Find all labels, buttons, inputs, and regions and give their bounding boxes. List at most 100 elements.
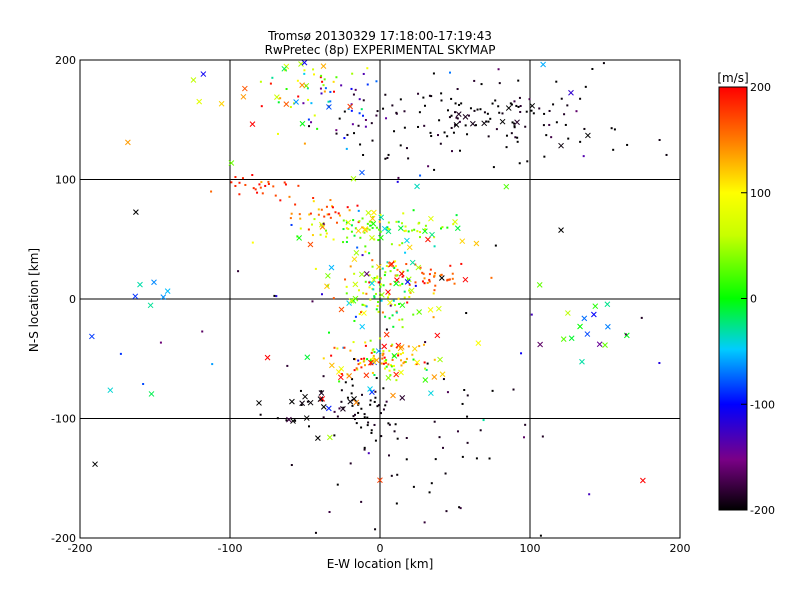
data-point-dot — [388, 317, 391, 320]
data-point-dot — [428, 94, 431, 97]
data-point-dot — [365, 292, 368, 295]
data-point-dot — [372, 348, 375, 351]
data-point-cross — [286, 416, 292, 423]
data-point-dot — [520, 352, 523, 355]
data-point-dot — [344, 278, 347, 281]
data-point-dot — [386, 226, 389, 229]
data-point-dot — [319, 76, 322, 79]
data-point-dot — [422, 343, 425, 346]
data-point-cross — [283, 101, 290, 107]
data-point-dot — [273, 294, 276, 297]
data-point-dot — [364, 364, 367, 367]
data-point-dot — [373, 295, 376, 298]
data-point-dot — [375, 226, 378, 229]
data-point-cross — [296, 235, 303, 241]
data-point-dot — [403, 361, 406, 364]
data-point-dot — [404, 225, 407, 228]
data-point-cross — [200, 71, 207, 77]
data-point-dot — [439, 142, 442, 145]
data-point-dot — [329, 100, 332, 103]
y-axis-label: N-S location [km] — [27, 248, 41, 352]
data-point-dot — [626, 143, 629, 146]
data-point-dot — [272, 185, 275, 188]
data-point-dot — [369, 360, 372, 363]
data-point-dot — [320, 92, 323, 95]
data-point-dot — [338, 380, 341, 383]
data-point-dot — [497, 105, 500, 108]
data-point-cross — [358, 271, 365, 278]
data-point-dot — [330, 354, 333, 357]
data-point-dot — [352, 415, 355, 418]
data-point-dot — [351, 384, 354, 387]
data-point-dot — [384, 315, 387, 318]
data-point-dot — [385, 365, 388, 368]
data-point-dot — [299, 217, 302, 220]
data-point-dot — [523, 436, 526, 439]
data-point-dot — [351, 72, 354, 75]
data-point-dot — [492, 166, 495, 169]
data-point-dot — [290, 212, 293, 215]
data-point-dot — [376, 300, 379, 303]
data-point-dot — [389, 283, 392, 286]
data-point-dot — [426, 281, 429, 284]
data-point-dot — [412, 485, 415, 488]
data-point-dot — [588, 493, 591, 496]
data-point-dot — [288, 195, 291, 198]
data-point-dot — [419, 174, 422, 177]
data-point-dot — [395, 379, 398, 382]
data-point-dot — [323, 90, 326, 93]
data-point-dot — [512, 388, 515, 391]
data-point-dot — [358, 98, 361, 101]
data-point-dot — [404, 229, 407, 232]
data-point-cross — [387, 261, 394, 268]
data-point-dot — [351, 404, 354, 407]
data-point-dot — [354, 358, 357, 361]
data-point-dot — [357, 289, 360, 292]
data-point-dot — [378, 220, 381, 223]
data-point-dot — [385, 265, 388, 268]
data-point-cross — [436, 305, 442, 312]
data-point-dot — [466, 394, 469, 397]
data-point-dot — [385, 117, 388, 120]
data-point-dot — [345, 292, 348, 295]
data-point-dot — [548, 123, 551, 126]
data-point-dot — [399, 353, 402, 356]
data-point-dot — [289, 217, 292, 220]
data-point-cross — [381, 343, 388, 350]
data-point-dot — [567, 137, 570, 140]
data-point-cross — [404, 237, 410, 244]
data-point-dot — [382, 350, 385, 353]
data-point-dot — [361, 226, 364, 229]
data-point-dot — [427, 165, 430, 168]
data-point-cross — [133, 209, 139, 215]
colorbar-tick-label: 200 — [750, 81, 771, 94]
data-point-dot — [325, 235, 328, 238]
data-point-cross — [352, 281, 359, 288]
data-point-dot — [320, 74, 323, 77]
data-point-dot — [519, 105, 522, 108]
data-point-dot — [396, 437, 399, 440]
data-point-cross — [481, 120, 488, 127]
data-point-dot — [383, 274, 386, 277]
data-point-cross — [377, 477, 383, 484]
data-point-dot — [327, 100, 330, 103]
data-point-dot — [234, 176, 237, 179]
data-point-dot — [392, 299, 395, 302]
data-point-dot — [560, 97, 563, 100]
data-point-dot — [518, 96, 521, 99]
data-point-dot — [473, 109, 476, 112]
data-point-dot — [359, 143, 362, 146]
data-point-dot — [307, 118, 310, 121]
data-point-dot — [342, 241, 345, 244]
data-point-dot — [335, 221, 338, 224]
data-point-dot — [486, 112, 489, 115]
data-point-dot — [369, 298, 372, 301]
data-point-cross — [537, 341, 543, 348]
data-point-dot — [440, 273, 443, 276]
data-point-dot — [356, 204, 359, 207]
data-point-dot — [401, 318, 404, 321]
data-point-dot — [299, 227, 302, 230]
colorbar-tick-label: 0 — [750, 293, 757, 306]
data-point-cross — [584, 331, 591, 337]
data-point-cross — [427, 307, 434, 313]
